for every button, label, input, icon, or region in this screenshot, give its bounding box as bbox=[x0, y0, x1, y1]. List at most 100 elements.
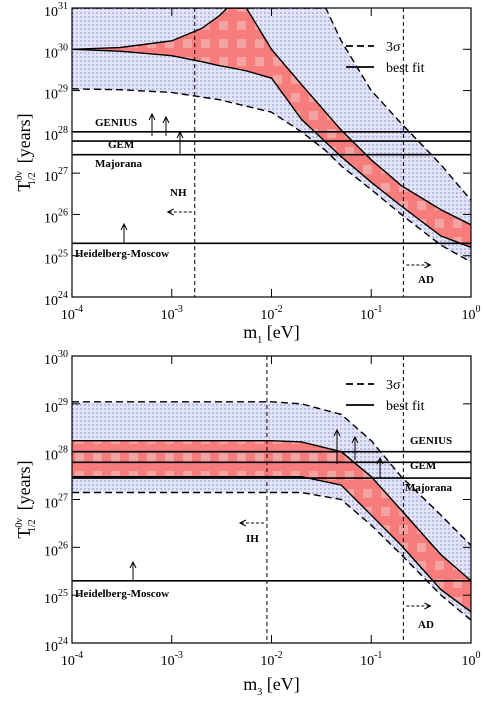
y-tick-label: 1024 bbox=[44, 636, 68, 655]
band-edge bbox=[72, 401, 471, 546]
band-edge bbox=[72, 48, 471, 248]
x-tick-label: 10-4 bbox=[61, 304, 83, 323]
y-tick-label-base: 10 bbox=[44, 294, 58, 309]
y-tick-label: 1026 bbox=[44, 540, 68, 559]
legend-label: best fit bbox=[386, 61, 425, 76]
x-tick-label: 10-2 bbox=[260, 650, 282, 669]
y-tick-label: 1028 bbox=[44, 125, 68, 144]
y-axis-unit: [years] bbox=[14, 113, 34, 163]
x-tick-label-exp: 0 bbox=[476, 304, 481, 315]
y-tick-label-base: 10 bbox=[44, 88, 58, 103]
y-tick-label: 1026 bbox=[44, 207, 68, 226]
y-tick-label: 1027 bbox=[44, 493, 68, 512]
y-tick-label-base: 10 bbox=[44, 353, 58, 368]
x-tick-label-exp: -2 bbox=[274, 650, 282, 661]
y-tick-label-base: 10 bbox=[44, 640, 58, 655]
x-tick-label-base: 10 bbox=[161, 308, 175, 323]
y-tick-label-base: 10 bbox=[44, 46, 58, 61]
x-tick-label-exp: -4 bbox=[75, 650, 83, 661]
band-edge bbox=[72, 475, 471, 613]
band-fill bbox=[72, 8, 471, 263]
limit-label: GENIUS bbox=[410, 435, 452, 447]
limit-label: GENIUS bbox=[95, 117, 137, 129]
marker-arrow-head bbox=[238, 519, 247, 527]
x-tick-label: 10-1 bbox=[360, 304, 382, 323]
x-axis-unit: [eV] bbox=[267, 674, 300, 694]
band-edge bbox=[72, 8, 471, 226]
x-tick-label: 10-3 bbox=[161, 304, 183, 323]
x-axis-symbol: m bbox=[243, 674, 257, 694]
x-tick-label-base: 10 bbox=[61, 308, 75, 323]
arrow-head bbox=[351, 435, 359, 444]
y-tick-label: 1030 bbox=[44, 42, 68, 61]
x-tick-label-exp: -2 bbox=[274, 304, 282, 315]
y-tick-label-exp: 25 bbox=[58, 588, 68, 599]
y-tick-label-exp: 27 bbox=[58, 166, 68, 177]
marker-label: NH bbox=[170, 187, 187, 199]
y-tick-label-exp: 29 bbox=[58, 397, 68, 408]
y-tick-label: 1028 bbox=[44, 445, 68, 464]
x-tick-label-base: 10 bbox=[360, 308, 374, 323]
arrow-head bbox=[162, 115, 170, 124]
limit-label: GEM bbox=[108, 139, 135, 151]
marker-arrow-head bbox=[166, 208, 174, 216]
y-tick-label-base: 10 bbox=[44, 449, 58, 464]
limit-label: GEM bbox=[410, 460, 437, 472]
y-tick-label-exp: 26 bbox=[58, 540, 68, 551]
limit-label: Majorana bbox=[95, 158, 143, 170]
y-tick-label-exp: 30 bbox=[58, 349, 68, 360]
y-tick-label-base: 10 bbox=[44, 401, 58, 416]
y-axis-space bbox=[14, 510, 34, 519]
x-tick-label-base: 10 bbox=[462, 308, 476, 323]
y-axis-sup: 0ν bbox=[14, 171, 25, 181]
y-tick-label-base: 10 bbox=[44, 129, 58, 144]
y-tick-label-base: 10 bbox=[44, 544, 58, 559]
marker-label: AD bbox=[418, 274, 434, 286]
limit-label: Heidelberg-Moscow bbox=[75, 248, 169, 260]
y-axis-space bbox=[14, 163, 34, 172]
y-axis-label: T0ν 1/2 [years] bbox=[14, 460, 38, 538]
marker-label: IH bbox=[246, 533, 259, 545]
y-tick-label-exp: 29 bbox=[58, 84, 68, 95]
y-tick-label-exp: 27 bbox=[58, 493, 68, 504]
y-tick-label: 1029 bbox=[44, 397, 68, 416]
x-tick-label-exp: -1 bbox=[374, 650, 382, 661]
plot-area bbox=[72, 356, 471, 643]
legend-label: best fit bbox=[386, 399, 425, 414]
y-tick-label-exp: 26 bbox=[58, 207, 68, 218]
x-tick-label-exp: 0 bbox=[476, 650, 481, 661]
y-tick-label: 1030 bbox=[44, 349, 68, 368]
x-axis-symbol: m bbox=[243, 322, 257, 342]
arrow-head bbox=[148, 112, 156, 121]
y-axis-sub: 1/2 bbox=[27, 172, 38, 185]
y-tick-label-exp: 31 bbox=[58, 1, 68, 12]
y-tick-label-exp: 24 bbox=[58, 290, 68, 301]
y-tick-label-base: 10 bbox=[44, 211, 58, 226]
y-tick-label-exp: 28 bbox=[58, 445, 68, 456]
x-tick-label-exp: -3 bbox=[175, 304, 183, 315]
y-axis-sup: 0ν bbox=[14, 518, 25, 528]
y-tick-label: 1025 bbox=[44, 588, 68, 607]
y-axis-label: T0ν 1/2 [years] bbox=[14, 113, 38, 191]
limit-label: Majorana bbox=[405, 482, 453, 494]
limit-label: Heidelberg-Moscow bbox=[75, 588, 169, 600]
x-tick-label-exp: -3 bbox=[175, 650, 183, 661]
x-tick-label-base: 10 bbox=[161, 654, 175, 669]
arrow-head bbox=[129, 560, 137, 569]
marker-arrow-head bbox=[424, 261, 432, 269]
x-tick-label-exp: -4 bbox=[75, 304, 83, 315]
x-axis-sub: 1 bbox=[257, 335, 262, 346]
marker-arrow-head bbox=[424, 602, 432, 610]
y-axis-symbol: T bbox=[14, 528, 34, 539]
x-axis-unit: [eV] bbox=[267, 322, 300, 342]
y-tick-label: 1024 bbox=[44, 290, 68, 309]
y-tick-label-base: 10 bbox=[44, 5, 58, 20]
band-edge bbox=[72, 491, 471, 621]
y-tick-label: 1031 bbox=[44, 1, 68, 20]
x-axis-label: m1 [eV] bbox=[243, 322, 300, 346]
y-axis-sub: 1/2 bbox=[27, 519, 38, 532]
band-edge bbox=[72, 88, 471, 263]
band-fill bbox=[72, 8, 471, 248]
x-tick-label: 100 bbox=[462, 304, 481, 323]
